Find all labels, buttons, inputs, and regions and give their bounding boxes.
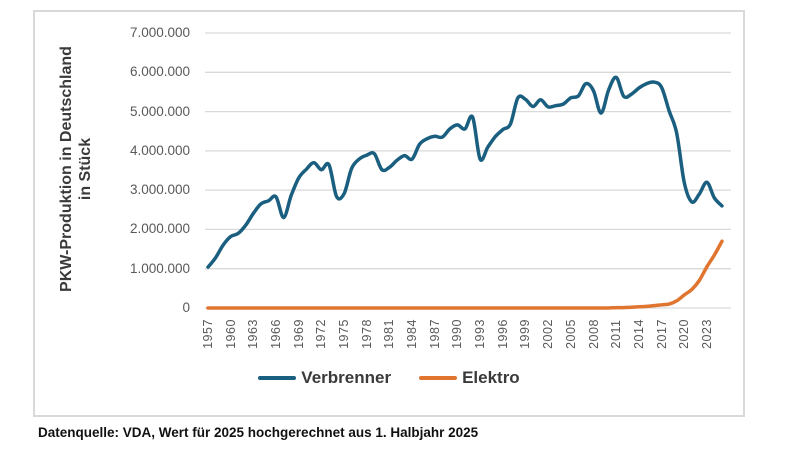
x-tick-label: 1978 xyxy=(360,319,374,349)
legend: Verbrenner Elektro xyxy=(33,368,745,388)
y-tick-label: 3.000.000 xyxy=(129,182,190,197)
y-axis-title-line2: in Stück xyxy=(77,137,94,201)
x-tick-label: 1990 xyxy=(450,319,464,349)
elektro-line xyxy=(206,239,724,310)
verbrenner-line-swatch xyxy=(258,375,297,381)
x-tick-label: 2008 xyxy=(587,319,601,349)
y-tick-label: 5.000.000 xyxy=(129,104,190,119)
x-tick-label: 1981 xyxy=(382,319,396,349)
x-tick-label: 1960 xyxy=(224,319,238,349)
y-tick-label: 4.000.000 xyxy=(129,143,190,158)
x-tick-label: 2011 xyxy=(609,319,623,349)
y-tick-label: 7.000.000 xyxy=(129,25,190,40)
chart-frame xyxy=(33,10,745,417)
y-axis-title: PKW-Produktion in Deutschland in Stück xyxy=(57,27,97,311)
x-tick-label: 1984 xyxy=(405,319,419,349)
elektro-line-swatch xyxy=(419,375,458,381)
legend-item-verbrenner: Verbrenner xyxy=(258,368,391,388)
x-tick-label: 1999 xyxy=(518,319,532,349)
x-tick-label: 1996 xyxy=(496,319,510,349)
source-note: Datenquelle: VDA, Wert für 2025 hochgere… xyxy=(38,425,479,440)
x-tick-label: 2020 xyxy=(677,319,691,349)
x-tick-label: 1957 xyxy=(201,319,215,349)
x-tick-label: 1963 xyxy=(246,319,260,349)
legend-label-elektro: Elektro xyxy=(462,368,520,387)
y-tick-label: 2.000.000 xyxy=(129,221,190,236)
y-tick-label: 1.000.000 xyxy=(129,261,190,276)
verbrenner-line xyxy=(206,75,724,269)
x-tick-label: 1987 xyxy=(428,319,442,349)
x-tick-label: 2023 xyxy=(700,319,714,349)
y-tick-label: 6.000.000 xyxy=(129,64,190,79)
x-tick-label: 1972 xyxy=(314,319,328,349)
legend-label-verbrenner: Verbrenner xyxy=(301,368,392,387)
y-tick-label: 0 xyxy=(182,300,190,315)
x-tick-label: 2014 xyxy=(632,319,646,349)
x-tick-label: 1969 xyxy=(292,319,306,349)
y-axis-title-line1: PKW-Produktion in Deutschland xyxy=(58,46,75,292)
x-tick-label: 1975 xyxy=(337,319,351,349)
x-tick-label: 1993 xyxy=(473,319,487,349)
x-tick-label: 2017 xyxy=(655,319,669,349)
x-tick-label: 1966 xyxy=(269,319,283,349)
x-tick-label: 2005 xyxy=(564,319,578,349)
x-tick-label: 2002 xyxy=(541,319,555,349)
legend-item-elektro: Elektro xyxy=(419,368,520,388)
